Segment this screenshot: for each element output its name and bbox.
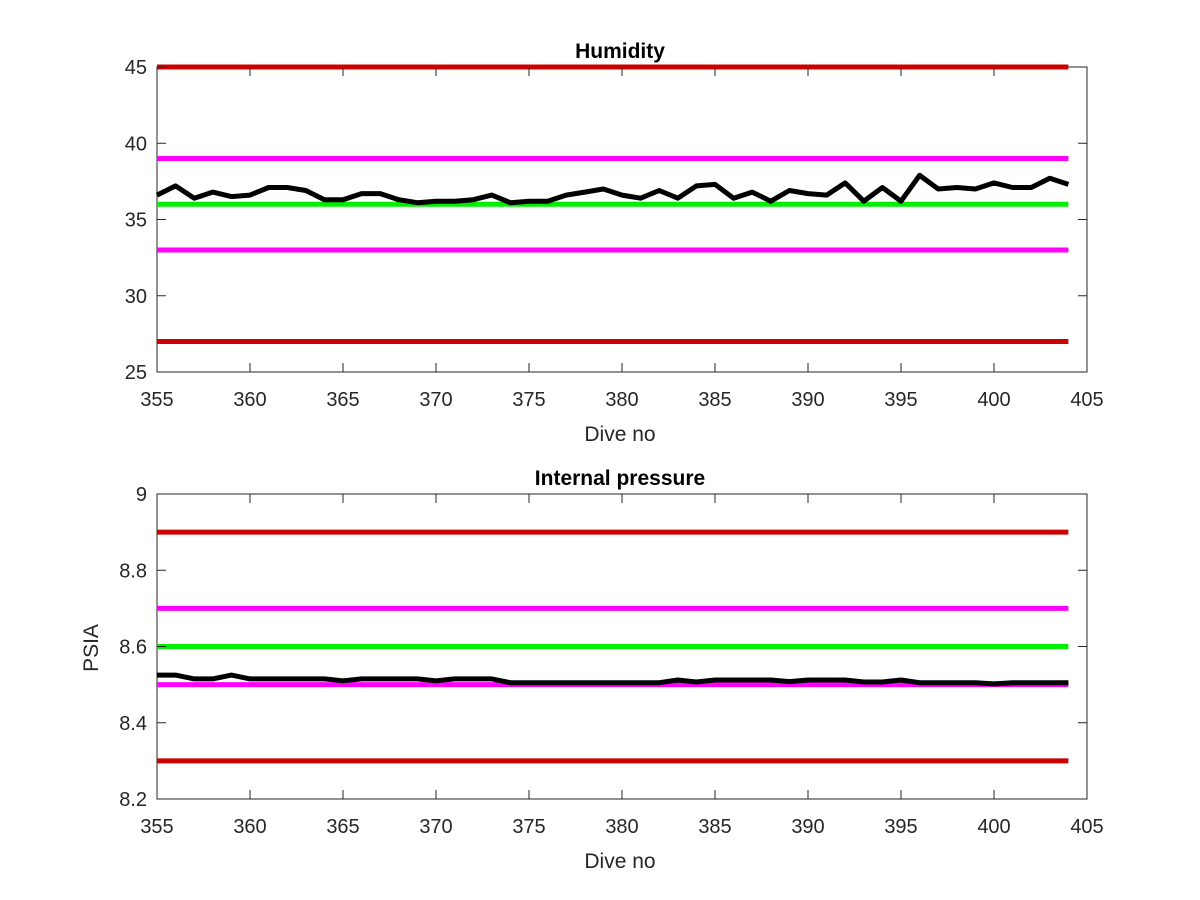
humidity-threshold-lines bbox=[157, 64, 1069, 344]
internal-pressure-series bbox=[157, 672, 1069, 687]
internal-pressure-data-line bbox=[157, 672, 1069, 687]
humidity-series bbox=[155, 172, 1070, 206]
internal-pressure-chart-title: Internal pressure bbox=[535, 467, 705, 490]
internal-pressure-x-tick-label: 400 bbox=[977, 816, 1010, 838]
internal-pressure-x-axis-label: Dive no bbox=[584, 850, 655, 873]
humidity-x-tick-label: 355 bbox=[140, 389, 173, 411]
internal-pressure-chart: 355 360 365 370 375 380 385 390 395 400 405 8.2 8.4 8… bbox=[80, 467, 1104, 873]
humidity-x-axis-label: Dive no bbox=[584, 423, 655, 446]
internal-pressure-y-tick-label: 8.4 bbox=[119, 713, 147, 735]
internal-pressure-x-tick-label: 380 bbox=[605, 816, 638, 838]
internal-pressure-x-tick-label: 405 bbox=[1070, 816, 1103, 838]
humidity-x-tick-label: 365 bbox=[326, 389, 359, 411]
internal-pressure-y-tick-label: 9 bbox=[136, 484, 147, 506]
internal-pressure-y-tick-label: 8.2 bbox=[119, 789, 147, 811]
internal-pressure-y-tick-label: 8.6 bbox=[119, 637, 147, 659]
internal-pressure-x-tick-label: 390 bbox=[791, 816, 824, 838]
humidity-x-tick-label: 390 bbox=[791, 389, 824, 411]
humidity-axes-ticks: 355 360 365 370 375 380 385 390 395 400 405 25 30 35 4… bbox=[125, 57, 1104, 411]
humidity-x-tick-label: 375 bbox=[512, 389, 545, 411]
humidity-x-tick-label: 400 bbox=[977, 389, 1010, 411]
humidity-data-line bbox=[155, 172, 1070, 206]
internal-pressure-x-tick-label: 355 bbox=[140, 816, 173, 838]
humidity-y-tick-label: 25 bbox=[125, 362, 147, 384]
humidity-x-tick-label: 360 bbox=[233, 389, 266, 411]
humidity-x-tick-label: 385 bbox=[698, 389, 731, 411]
humidity-x-tick-label: 395 bbox=[884, 389, 917, 411]
humidity-plot-area bbox=[156, 66, 1088, 373]
humidity-y-tick-label: 40 bbox=[125, 133, 147, 155]
internal-pressure-x-tick-label: 370 bbox=[419, 816, 452, 838]
humidity-y-tick-label: 45 bbox=[125, 57, 147, 79]
humidity-y-tick-label: 30 bbox=[125, 286, 147, 308]
humidity-chart-title: Humidity bbox=[575, 40, 665, 63]
internal-pressure-axes-ticks: 355 360 365 370 375 380 385 390 395 400 405 8.2 8.4 8… bbox=[119, 484, 1104, 838]
internal-pressure-y-tick-label: 8.8 bbox=[119, 560, 147, 582]
internal-pressure-x-tick-label: 360 bbox=[233, 816, 266, 838]
internal-pressure-y-axis-label: PSIA bbox=[80, 624, 103, 672]
humidity-x-tick-label: 370 bbox=[419, 389, 452, 411]
humidity-chart: 355 360 365 370 375 380 385 390 395 400 405 25 30 35 4… bbox=[125, 40, 1104, 446]
internal-pressure-x-tick-label: 385 bbox=[698, 816, 731, 838]
humidity-x-tick-label: 405 bbox=[1070, 389, 1103, 411]
internal-pressure-x-tick-label: 365 bbox=[326, 816, 359, 838]
humidity-y-tick-label: 35 bbox=[125, 210, 147, 232]
internal-pressure-x-tick-label: 375 bbox=[512, 816, 545, 838]
humidity-x-tick-label: 380 bbox=[605, 389, 638, 411]
internal-pressure-x-tick-label: 395 bbox=[884, 816, 917, 838]
